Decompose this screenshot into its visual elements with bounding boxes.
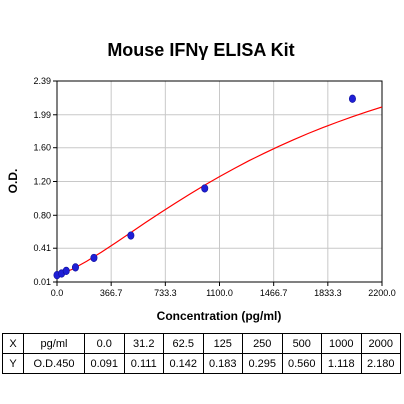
x-tick-label: 2200.0: [368, 288, 396, 298]
y-tick-label: 1.60: [33, 143, 51, 153]
data-point: [90, 253, 98, 263]
y-tick-label: 1.99: [33, 110, 51, 120]
row-label-x: pg/ml: [23, 333, 85, 354]
grid-lines: [57, 81, 382, 282]
data-points: [53, 94, 356, 280]
data-point: [71, 263, 79, 272]
table-cell-x: 0.0: [84, 333, 125, 354]
fit-curve-layer: [56, 106, 383, 276]
y-axis-label: O.D.: [6, 169, 20, 194]
table-cell-y: 0.091: [84, 353, 125, 374]
x-tick-label: 366.7: [100, 288, 123, 298]
x-tick-label: 733.3: [154, 288, 177, 298]
x-tick-label: 1833.3: [314, 288, 342, 298]
row-header-y: Y: [2, 353, 24, 374]
standard-data-table: X pg/ml 0.0 31.2 62.5 125 250 500 1000 2…: [2, 333, 401, 374]
chart-title: Mouse IFNγ ELISA Kit: [107, 40, 294, 60]
y-tick-label: 0.80: [33, 210, 51, 220]
x-tick-label: 1466.7: [260, 288, 288, 298]
data-point: [201, 184, 209, 193]
y-tick-label: 1.20: [33, 177, 51, 187]
y-tick-label: 0.41: [33, 243, 51, 253]
table-cell-y: 2.180: [360, 353, 401, 374]
x-tick-label: 1100.0: [206, 288, 233, 298]
table-cell-x: 31.2: [123, 333, 164, 354]
table-cell-y: 0.295: [242, 353, 283, 374]
fit-curve: [56, 106, 383, 276]
table-cell-x: 250: [242, 333, 283, 354]
table-row-y: Y O.D.450 0.091 0.111 0.142 0.183 0.295 …: [2, 353, 401, 374]
table-cell-y: 0.560: [281, 353, 322, 374]
table-cell-y: 0.142: [163, 353, 204, 374]
axes: 0.01 0.41 0.80 1.20 1.60 1.99 2.39 0.0 366.7 733.…: [33, 76, 395, 298]
table-cell-x: 2000: [360, 333, 401, 354]
data-point: [62, 266, 70, 275]
table-cell-y: 0.183: [202, 353, 243, 374]
table-cell-x: 125: [202, 333, 243, 354]
x-tick-label: 0.0: [51, 288, 64, 298]
row-header-x: X: [2, 333, 24, 354]
row-label-y: O.D.450: [23, 353, 85, 374]
table-cell-x: 1000: [321, 333, 362, 354]
data-point: [127, 231, 135, 240]
standard-curve-chart: Mouse IFNγ ELISA Kit 0.01 0.41 0.80 1.20 1.6…: [6, 40, 396, 323]
table-cell-y: 1.118: [321, 353, 362, 374]
table-cell-x: 500: [281, 333, 322, 354]
table-cell-y: 0.111: [123, 353, 164, 374]
y-tick-label: 2.39: [33, 76, 51, 86]
table-row-x: X pg/ml 0.0 31.2 62.5 125 250 500 1000 2…: [2, 333, 401, 354]
data-point: [348, 94, 356, 103]
table-cell-x: 62.5: [163, 333, 204, 354]
x-axis-label: Concentration (pg/ml): [157, 309, 282, 323]
y-tick-label: 0.01: [33, 277, 51, 287]
